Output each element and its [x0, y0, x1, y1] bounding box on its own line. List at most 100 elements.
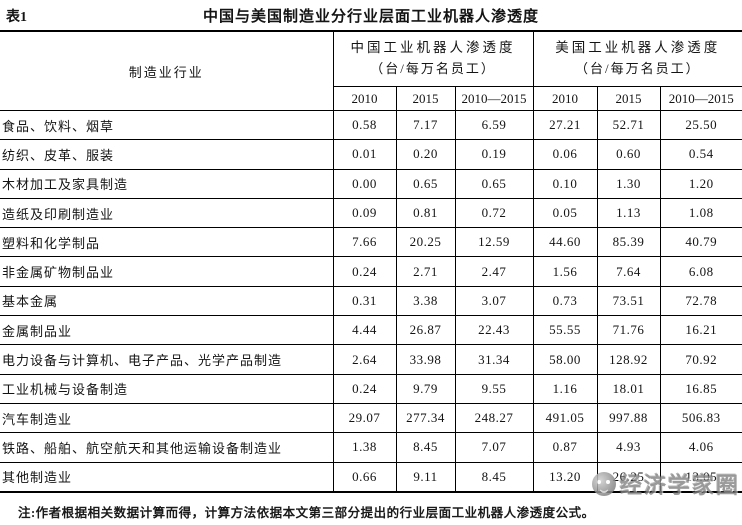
value-cell: 0.19 — [454, 139, 534, 170]
china-group-title: 中国工业机器人渗透度 — [350, 40, 516, 56]
value-cell: 26.87 — [395, 315, 455, 345]
value-cell: 27.21 — [532, 109, 598, 140]
value-cell: 2.64 — [332, 344, 396, 375]
table-row: 工业机械与设备制造 0.24 9.79 9.55 1.16 18.01 16.8… — [0, 373, 742, 404]
value-cell: 0.24 — [332, 256, 396, 287]
value-cell: 70.92 — [659, 344, 742, 375]
value-cell: 0.00 — [332, 168, 396, 199]
china-group-unit: （台/每万名员工） — [370, 61, 496, 77]
value-cell: 0.10 — [532, 168, 598, 199]
value-cell: 0.65 — [395, 168, 455, 199]
value-cell: 4.06 — [659, 432, 742, 463]
table-row: 其他制造业 0.66 9.11 8.45 13.20 26.25 13.05 — [0, 461, 742, 492]
value-cell: 22.43 — [454, 315, 534, 345]
value-cell: 13.20 — [532, 461, 598, 492]
value-cell: 9.79 — [395, 373, 455, 404]
value-cell: 29.07 — [332, 402, 396, 433]
value-cell: 128.92 — [596, 344, 661, 375]
value-cell: 4.93 — [596, 432, 661, 463]
industry-label: 食品、饮料、烟草 — [0, 109, 333, 140]
value-cell: 0.31 — [332, 285, 396, 316]
value-cell: 0.81 — [395, 197, 455, 228]
value-cell: 9.55 — [454, 373, 534, 404]
value-cell: 506.83 — [659, 402, 742, 433]
value-cell: 9.11 — [395, 461, 455, 492]
value-cell: 26.25 — [596, 461, 661, 492]
value-cell: 40.79 — [659, 227, 742, 257]
industry-label: 汽车制造业 — [0, 402, 333, 433]
table-row: 金属制品业 4.44 26.87 22.43 55.55 71.76 16.21 — [0, 315, 742, 345]
industry-label: 铁路、船舶、航空航天和其他运输设备制造业 — [0, 432, 333, 463]
value-cell: 491.05 — [532, 402, 598, 433]
china-year-2015-header: 2015 — [395, 86, 455, 111]
table-row: 电力设备与计算机、电子产品、光学产品制造 2.64 33.98 31.34 58… — [0, 344, 742, 375]
table-row: 食品、饮料、烟草 0.58 7.17 6.59 27.21 52.71 25.5… — [0, 109, 742, 140]
industry-label: 塑料和化学制品 — [0, 227, 333, 257]
value-cell: 277.34 — [395, 402, 455, 433]
value-cell: 0.87 — [532, 432, 598, 463]
table-title: 中国与美国制造业分行业层面工业机器人渗透度 — [202, 8, 539, 25]
value-cell: 2.47 — [454, 256, 534, 287]
table-row: 汽车制造业 29.07 277.34 248.27 491.05 997.88 … — [0, 402, 742, 433]
value-cell: 1.13 — [596, 197, 661, 228]
value-cell: 0.05 — [532, 197, 598, 228]
industry-label: 其他制造业 — [0, 461, 333, 492]
robot-penetration-table: 制造业行业 中国工业机器人渗透度 （台/每万名员工） 美国工业机器人渗透度 （台… — [0, 30, 742, 493]
value-cell: 0.72 — [454, 197, 534, 228]
value-cell: 16.85 — [659, 373, 742, 404]
industry-label: 电力设备与计算机、电子产品、光学产品制造 — [0, 344, 333, 375]
table-row: 造纸及印刷制造业 0.09 0.81 0.72 0.05 1.13 1.08 — [0, 197, 742, 228]
table-row: 铁路、船舶、航空航天和其他运输设备制造业 1.38 8.45 7.07 0.87… — [0, 432, 742, 463]
value-cell: 0.20 — [395, 139, 455, 170]
table-note: 注:作者根据相关数据计算而得，计算方法依据本文第三部分提出的行业层面工业机器人渗… — [18, 505, 595, 520]
value-cell: 8.45 — [454, 461, 534, 492]
value-cell: 44.60 — [532, 227, 598, 257]
us-year-range-header: 2010—2015 — [659, 86, 742, 111]
value-cell: 2.71 — [395, 256, 455, 287]
industry-label: 工业机械与设备制造 — [0, 373, 333, 404]
value-cell: 1.56 — [532, 256, 598, 287]
header-years-row: 2010 2015 2010—2015 2010 2015 2010—2015 — [0, 86, 742, 111]
value-cell: 16.21 — [659, 315, 742, 345]
value-cell: 0.65 — [454, 168, 534, 199]
value-cell: 18.01 — [596, 373, 661, 404]
table-row: 木材加工及家具制造 0.00 0.65 0.65 0.10 1.30 1.20 — [0, 168, 742, 199]
china-year-range-header: 2010—2015 — [454, 86, 534, 111]
value-cell: 0.66 — [332, 461, 396, 492]
table-tag: 表1 — [6, 10, 27, 25]
table-caption-row: 表1 中国与美国制造业分行业层面工业机器人渗透度 — [0, 0, 742, 30]
value-cell: 0.60 — [596, 139, 661, 170]
industry-label: 木材加工及家具制造 — [0, 168, 333, 199]
value-cell: 20.25 — [395, 227, 455, 257]
value-cell: 31.34 — [454, 344, 534, 375]
us-group-header: 美国工业机器人渗透度 （台/每万名员工） — [532, 31, 742, 87]
value-cell: 12.59 — [454, 227, 534, 257]
value-cell: 33.98 — [395, 344, 455, 375]
industry-label: 金属制品业 — [0, 315, 333, 345]
value-cell: 25.50 — [659, 109, 742, 140]
industry-label: 基本金属 — [0, 285, 333, 316]
industry-label: 造纸及印刷制造业 — [0, 197, 333, 228]
value-cell: 72.78 — [659, 285, 742, 316]
us-year-2015-header: 2015 — [596, 86, 661, 111]
value-cell: 7.17 — [395, 109, 455, 140]
table-row: 基本金属 0.31 3.38 3.07 0.73 73.51 72.78 — [0, 285, 742, 316]
value-cell: 0.06 — [532, 139, 598, 170]
us-group-title: 美国工业机器人渗透度 — [555, 40, 721, 56]
value-cell: 0.01 — [332, 139, 396, 170]
value-cell: 0.54 — [659, 139, 742, 170]
header-group-row: 制造业行业 中国工业机器人渗透度 （台/每万名员工） 美国工业机器人渗透度 （台… — [0, 31, 742, 87]
table-row: 纺织、皮革、服装 0.01 0.20 0.19 0.06 0.60 0.54 — [0, 139, 742, 170]
value-cell: 1.20 — [659, 168, 742, 199]
us-year-2010-header: 2010 — [532, 86, 598, 111]
value-cell: 1.38 — [332, 432, 396, 463]
value-cell: 7.64 — [596, 256, 661, 287]
value-cell: 0.73 — [532, 285, 598, 316]
value-cell: 0.24 — [332, 373, 396, 404]
value-cell: 7.66 — [332, 227, 396, 257]
value-cell: 3.38 — [395, 285, 455, 316]
china-group-header: 中国工业机器人渗透度 （台/每万名员工） — [332, 31, 534, 87]
value-cell: 248.27 — [454, 402, 534, 433]
value-cell: 73.51 — [596, 285, 661, 316]
